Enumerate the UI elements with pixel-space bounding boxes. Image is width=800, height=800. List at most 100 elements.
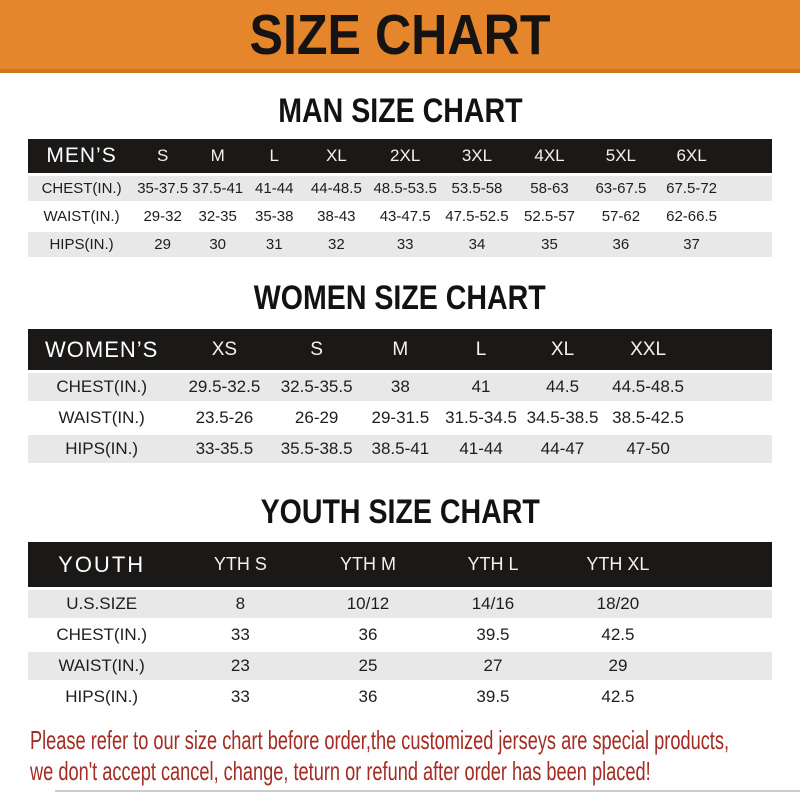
size-table-header-row: YOUTH YTH S YTH M YTH L YTH XL (28, 542, 772, 587)
size-value-cell: 33-35.5 (175, 435, 274, 463)
table-corner-label: MEN’S (28, 139, 136, 173)
size-table-row: HIPS(IN.) 33 36 39.5 42.5 (28, 683, 772, 711)
size-table-row: CHEST(IN.) 29.5-32.5 32.5-35.5 38 41 44.5 44.5… (28, 373, 772, 401)
size-value-cell: 44.5 (521, 373, 604, 401)
size-value-cell: 44-47 (521, 435, 604, 463)
spacer-cell (680, 621, 772, 649)
size-value-cell: 47.5-52.5 (440, 204, 514, 229)
size-value-cell: 37.5-41 (190, 176, 246, 201)
size-table-row: WAIST(IN.) 23.5-26 26-29 29-31.5 31.5-34.5 34… (28, 404, 772, 432)
size-value-cell: 39.5 (430, 683, 556, 711)
row-label: HIPS(IN.) (28, 435, 176, 463)
size-value-cell: 62-66.5 (655, 204, 728, 229)
size-table-header-row: WOMEN’S XS S M L XL XXL (28, 329, 772, 370)
spacer-cell (680, 652, 772, 680)
section-title-men: MAN SIZE CHART (0, 93, 800, 129)
spacer-cell (680, 590, 772, 618)
size-column-header: L (440, 329, 522, 370)
size-table-row: CHEST(IN.) 35-37.5 37.5-41 41-44 44-48.5 48.5… (28, 176, 772, 201)
spacer-cell (727, 232, 772, 257)
size-column-header: L (245, 139, 304, 173)
size-value-cell: 39.5 (430, 621, 556, 649)
spacer-cell (692, 373, 772, 401)
youth-size-chart-section: YOUTH SIZE CHART YOUTH YTH S YTH M YTH L YTH … (0, 494, 800, 714)
size-column-header: M (190, 139, 246, 173)
size-value-cell: 34 (440, 232, 514, 257)
size-column-header: 5XL (585, 139, 656, 173)
women-size-table: WOMEN’S XS S M L XL XXL CHEST(IN.) 29.5-32.5 32.5… (28, 326, 772, 466)
size-value-cell: 25 (305, 652, 431, 680)
row-label: WAIST(IN.) (28, 404, 176, 432)
size-value-cell: 31.5-34.5 (440, 404, 522, 432)
size-value-cell: 30 (190, 232, 246, 257)
size-value-cell: 38 (359, 373, 441, 401)
spacer-cell (727, 176, 772, 201)
size-value-cell: 52.5-57 (513, 204, 586, 229)
size-column-header: 2XL (369, 139, 441, 173)
size-value-cell: 10/12 (305, 590, 431, 618)
section-title-women: WOMEN SIZE CHART (0, 280, 800, 316)
disclaimer-note: Please refer to our size chart before or… (30, 725, 800, 787)
size-value-cell: 42.5 (555, 683, 681, 711)
size-value-cell: 41-44 (440, 435, 522, 463)
size-value-cell: 38-43 (303, 204, 370, 229)
size-value-cell: 31 (245, 232, 304, 257)
size-value-cell: 33 (175, 621, 306, 649)
size-table-header-row: MEN’S S M L XL 2XL 3XL 4XL 5XL 6XL (28, 139, 772, 173)
size-value-cell: 8 (175, 590, 306, 618)
men-size-chart-section: MAN SIZE CHART MEN’S S M L XL 2XL 3XL 4XL 5XL 6XL C… (0, 93, 800, 260)
size-column-header: YTH M (305, 542, 431, 587)
men-size-table: MEN’S S M L XL 2XL 3XL 4XL 5XL 6XL CHEST(IN.) 35-37… (28, 136, 772, 260)
spacer-cell (680, 683, 772, 711)
table-corner-label: YOUTH (28, 542, 176, 587)
women-size-chart-section: WOMEN SIZE CHART WOMEN’S XS S M L XL XXL CHEST(I… (0, 280, 800, 466)
size-chart-title: SIZE CHART (249, 3, 551, 67)
size-value-cell: 35-38 (245, 204, 304, 229)
size-value-cell: 48.5-53.5 (369, 176, 441, 201)
size-value-cell: 33 (369, 232, 441, 257)
spacer-cell (692, 435, 772, 463)
size-value-cell: 29.5-32.5 (175, 373, 274, 401)
size-value-cell: 27 (430, 652, 556, 680)
size-value-cell: 37 (655, 232, 728, 257)
size-column-header: YTH S (175, 542, 306, 587)
size-table-row: HIPS(IN.) 29 30 31 32 33 34 35 36 37 (28, 232, 772, 257)
size-value-cell: 14/16 (430, 590, 556, 618)
size-value-cell: 43-47.5 (369, 204, 441, 229)
size-value-cell: 29-32 (135, 204, 191, 229)
size-value-cell: 42.5 (555, 621, 681, 649)
size-value-cell: 29 (555, 652, 681, 680)
spacer-cell (727, 204, 772, 229)
row-label: U.S.SIZE (28, 590, 176, 618)
size-value-cell: 29 (135, 232, 191, 257)
size-value-cell: 32.5-35.5 (273, 373, 360, 401)
size-value-cell: 36 (305, 621, 431, 649)
size-value-cell: 32-35 (190, 204, 246, 229)
table-corner-label: WOMEN’S (28, 329, 176, 370)
size-column-header: YTH L (430, 542, 556, 587)
size-chart-sections: MAN SIZE CHART MEN’S S M L XL 2XL 3XL 4XL 5XL 6XL C… (0, 93, 800, 714)
size-column-header: YTH XL (555, 542, 681, 587)
size-value-cell: 63-67.5 (585, 176, 656, 201)
spacer-cell (680, 542, 772, 587)
size-value-cell: 36 (305, 683, 431, 711)
row-label: HIPS(IN.) (28, 683, 176, 711)
size-value-cell: 53.5-58 (440, 176, 514, 201)
row-label: CHEST(IN.) (28, 176, 136, 201)
size-value-cell: 44.5-48.5 (603, 373, 693, 401)
spacer-cell (727, 139, 772, 173)
size-value-cell: 29-31.5 (359, 404, 441, 432)
size-value-cell: 26-29 (273, 404, 360, 432)
size-value-cell: 47-50 (603, 435, 693, 463)
row-label: WAIST(IN.) (28, 204, 136, 229)
section-title-text: YOUTH SIZE CHART (260, 493, 540, 531)
size-table-row: U.S.SIZE 8 10/12 14/16 18/20 (28, 590, 772, 618)
section-title-text: WOMEN SIZE CHART (254, 279, 546, 317)
disclaimer-line-2: we don't accept cancel, change, teturn o… (30, 756, 651, 786)
section-title-text: MAN SIZE CHART (277, 92, 523, 130)
size-column-header: 3XL (440, 139, 514, 173)
size-column-header: XL (521, 329, 604, 370)
disclaimer-line-1: Please refer to our size chart before or… (30, 725, 730, 755)
size-value-cell: 57-62 (585, 204, 656, 229)
row-label: WAIST(IN.) (28, 652, 176, 680)
